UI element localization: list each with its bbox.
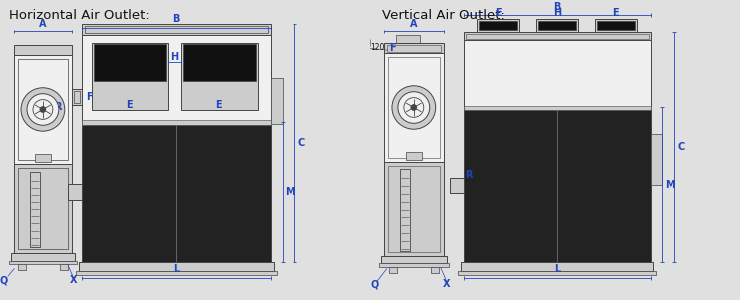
Bar [18, 265, 26, 270]
Text: E: E [215, 100, 222, 110]
Bar [379, 263, 448, 267]
Bar [35, 154, 51, 162]
Bar [384, 162, 444, 256]
Bar [477, 19, 519, 32]
Bar [595, 19, 636, 32]
Text: Horizontal Air Outlet:: Horizontal Air Outlet: [9, 9, 149, 22]
Text: R: R [465, 169, 472, 180]
Text: L: L [173, 264, 179, 274]
Text: B: B [554, 2, 561, 12]
Bar [84, 26, 268, 34]
Bar [463, 40, 650, 107]
Bar [81, 122, 271, 262]
Bar [81, 35, 271, 122]
Bar [384, 53, 444, 162]
Bar [81, 24, 271, 35]
Bar [74, 91, 80, 103]
Circle shape [411, 104, 417, 110]
Text: H: H [553, 8, 561, 18]
Bar [400, 169, 410, 250]
Text: F: F [87, 92, 93, 102]
Bar [389, 267, 397, 273]
Text: Q: Q [0, 275, 8, 285]
Text: X: X [70, 275, 78, 285]
Text: R: R [54, 101, 61, 112]
Bar [75, 272, 277, 275]
Text: A: A [39, 19, 47, 28]
Text: C: C [677, 142, 684, 152]
Bar [388, 57, 440, 158]
Bar [94, 44, 166, 81]
Bar [14, 164, 72, 253]
Bar [536, 19, 578, 32]
Bar [11, 253, 75, 260]
Bar [396, 35, 420, 43]
Bar [384, 43, 444, 53]
Circle shape [398, 92, 430, 123]
Text: C: C [297, 138, 305, 148]
Bar [388, 166, 440, 252]
Circle shape [392, 86, 436, 129]
Bar [460, 262, 653, 272]
Bar [18, 59, 68, 160]
Text: 120: 120 [370, 43, 385, 52]
Bar [538, 21, 576, 31]
Bar [457, 272, 656, 275]
Bar [463, 107, 650, 262]
Text: L: L [554, 264, 560, 274]
Bar [9, 260, 77, 265]
Bar [72, 89, 81, 104]
Bar [650, 134, 662, 185]
Bar [406, 152, 422, 160]
Text: B: B [172, 14, 180, 24]
Bar [81, 120, 271, 125]
Text: H: H [171, 52, 179, 62]
Bar [14, 45, 72, 55]
Bar [68, 184, 81, 200]
Text: Vertical Air Outlet:: Vertical Air Outlet: [382, 9, 505, 22]
Text: A: A [410, 19, 417, 28]
Bar [18, 168, 68, 249]
Text: E: E [126, 100, 132, 110]
Bar [78, 262, 274, 272]
Text: X: X [443, 279, 451, 289]
Bar [465, 34, 648, 39]
Bar [183, 44, 256, 81]
Text: M: M [665, 180, 675, 190]
Bar [450, 178, 463, 194]
Bar [596, 21, 635, 31]
Bar [463, 32, 650, 40]
Bar [92, 43, 168, 110]
Circle shape [40, 106, 46, 112]
Circle shape [21, 88, 65, 131]
Text: E: E [613, 8, 619, 18]
Bar [30, 172, 40, 247]
Bar [381, 256, 447, 263]
Bar [431, 267, 439, 273]
Bar [271, 78, 283, 124]
Bar [14, 55, 72, 164]
Bar [60, 265, 68, 270]
Bar [463, 106, 650, 110]
Text: F: F [388, 43, 395, 53]
Text: E: E [495, 8, 502, 18]
Text: Q: Q [371, 279, 379, 289]
Bar [387, 45, 441, 52]
Bar [480, 21, 517, 31]
Circle shape [27, 94, 58, 125]
Text: M: M [286, 188, 295, 197]
Bar [181, 43, 258, 110]
